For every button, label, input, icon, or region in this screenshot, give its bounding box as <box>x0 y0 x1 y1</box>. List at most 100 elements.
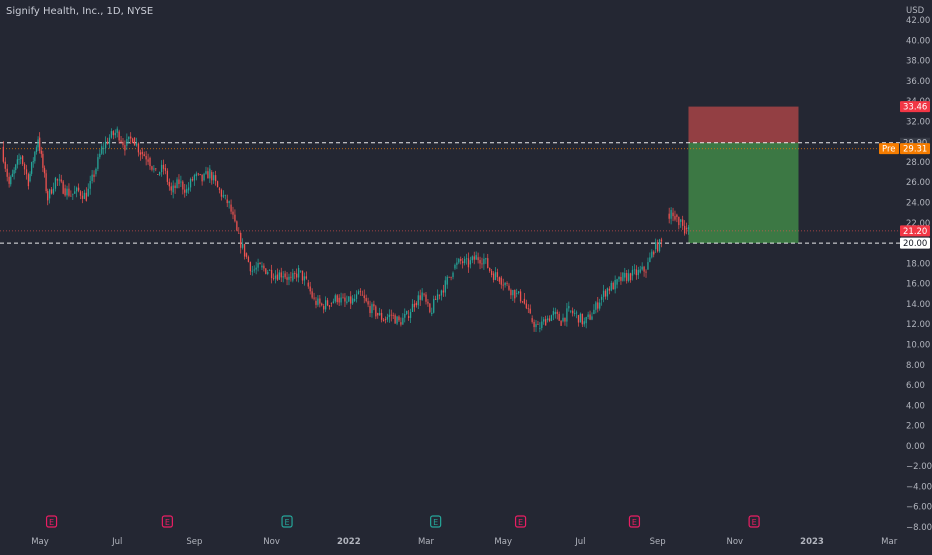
candle <box>108 134 111 149</box>
candle <box>535 320 537 333</box>
price-badge-box <box>900 101 930 113</box>
candle <box>76 186 78 198</box>
candle-body <box>11 173 14 177</box>
candle-body <box>600 296 603 300</box>
candle <box>512 289 514 301</box>
candle-body <box>261 265 263 268</box>
candle <box>178 174 180 189</box>
candle-body <box>74 191 76 194</box>
price-badge-prefix-box <box>879 143 899 155</box>
candle-body <box>344 297 346 302</box>
candle <box>477 252 479 264</box>
candle-body <box>407 316 410 318</box>
candle <box>222 190 224 199</box>
candle <box>276 268 279 281</box>
price-tick-label: 0.00 <box>906 442 925 452</box>
candle <box>502 278 504 291</box>
candle-body <box>633 269 636 271</box>
candle <box>49 188 51 204</box>
price-badge: 29.31 Pre <box>879 143 930 155</box>
candle <box>456 257 458 270</box>
candle-body <box>20 157 22 160</box>
candle <box>487 253 489 269</box>
price-tick-label: −6.00 <box>906 503 932 513</box>
candle-body <box>282 276 284 278</box>
candle <box>545 315 547 326</box>
candle-body <box>72 193 74 195</box>
candle <box>622 272 624 282</box>
candle-body <box>353 298 356 301</box>
candle <box>475 251 477 260</box>
candle <box>131 137 134 144</box>
candle <box>471 255 473 264</box>
candle <box>653 250 655 258</box>
candle-body <box>386 317 389 320</box>
candle-body <box>552 311 555 316</box>
candle <box>396 315 398 326</box>
candle <box>427 298 429 307</box>
candle <box>687 224 690 235</box>
candle <box>97 153 99 172</box>
candle <box>539 322 541 333</box>
candle-body <box>60 179 62 182</box>
candle <box>674 210 676 222</box>
candle-body <box>294 273 296 274</box>
candle <box>581 313 583 328</box>
candle-body <box>255 267 257 270</box>
candle-body <box>214 175 217 182</box>
candle <box>81 191 84 204</box>
candle <box>128 136 130 144</box>
candle-body <box>87 188 89 197</box>
time-tick-label: Nov <box>263 537 280 547</box>
candle <box>417 291 419 310</box>
candle-body <box>8 176 10 184</box>
candle <box>326 297 329 307</box>
chart-title: Signify Health, Inc., 1D, NYSE <box>6 6 154 17</box>
candle <box>463 256 466 266</box>
candle-body <box>490 270 493 275</box>
candle <box>336 294 338 305</box>
candle-body <box>421 292 423 300</box>
candle <box>429 302 431 314</box>
candle-body <box>359 291 362 293</box>
candle-body <box>446 276 448 285</box>
candle <box>440 289 443 301</box>
candle <box>249 261 252 276</box>
earnings-marker-frame <box>45 515 58 528</box>
candle-body <box>91 174 93 182</box>
candle <box>620 272 622 285</box>
time-tick-label: Sep <box>650 537 666 547</box>
candle-body <box>463 258 466 264</box>
candle <box>683 220 686 236</box>
candle-body <box>377 313 379 316</box>
candle-body <box>631 269 634 276</box>
candle-body <box>620 276 622 281</box>
candle <box>193 173 196 186</box>
candle <box>450 276 452 281</box>
candle-body <box>687 227 690 230</box>
candle-body <box>469 260 472 265</box>
candle-body <box>597 302 599 309</box>
candle-body <box>321 303 323 306</box>
candle-body <box>496 272 499 278</box>
candle-body <box>97 157 99 169</box>
price-tick-label: 36.00 <box>906 77 930 87</box>
candle-body <box>477 257 479 261</box>
candle <box>672 207 674 222</box>
candle-body <box>110 131 113 138</box>
candle-body <box>384 319 387 320</box>
candle <box>411 299 414 313</box>
candle <box>180 175 182 188</box>
candle-body <box>423 293 425 295</box>
candle-body <box>81 195 84 199</box>
candle-body <box>269 269 271 271</box>
candle-body <box>280 272 282 278</box>
candle-body <box>27 174 30 187</box>
candle <box>47 188 49 206</box>
candle-body <box>6 168 8 177</box>
candle <box>529 304 531 315</box>
candle-body <box>529 308 531 314</box>
candle <box>6 164 8 182</box>
